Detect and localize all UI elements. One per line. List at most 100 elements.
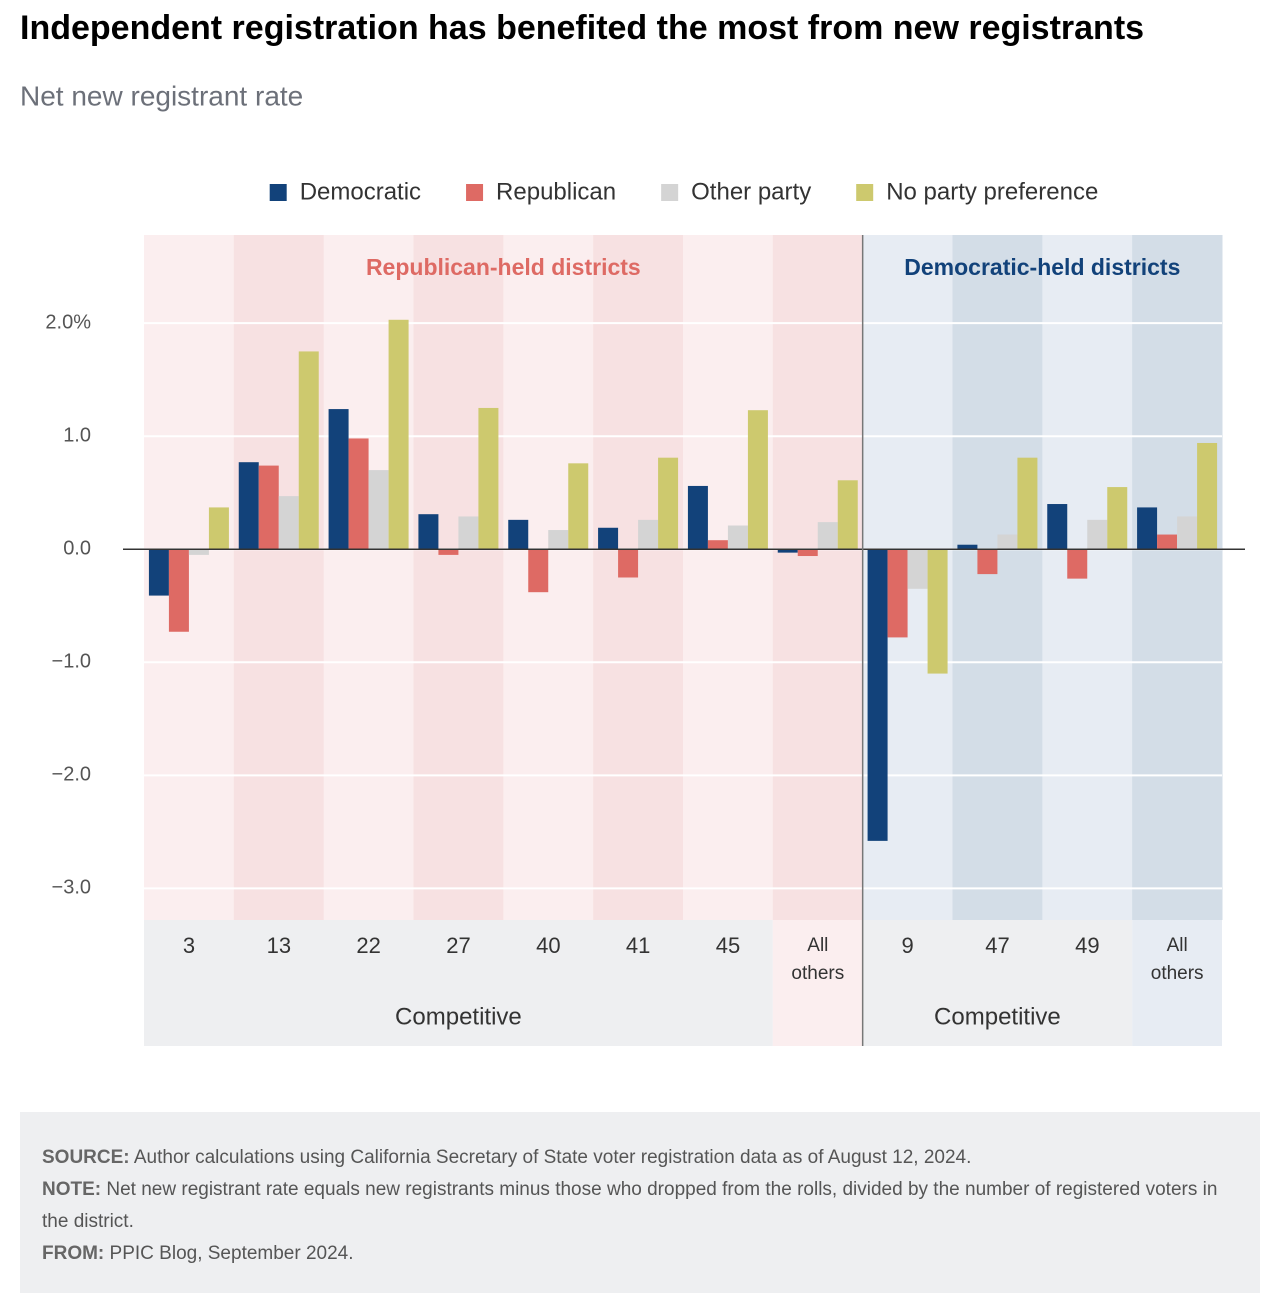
bar bbox=[957, 544, 978, 550]
bar bbox=[548, 530, 569, 550]
bar bbox=[747, 410, 768, 550]
bar bbox=[278, 496, 299, 550]
legend-label: No party preference bbox=[886, 178, 1098, 205]
bar bbox=[258, 465, 279, 550]
legend-swatch bbox=[466, 184, 484, 201]
bar bbox=[148, 549, 169, 596]
y-tick-label: 1.0 bbox=[63, 424, 91, 446]
chart-subtitle: Net new registrant rate bbox=[20, 80, 303, 111]
chart-title: Independent registration has benefited t… bbox=[20, 9, 1144, 47]
note-label: SOURCE: bbox=[42, 1147, 130, 1168]
bar bbox=[1017, 457, 1038, 550]
column-band bbox=[1042, 235, 1133, 920]
column-band bbox=[503, 235, 594, 920]
label-area bbox=[862, 920, 1133, 1046]
bar bbox=[528, 549, 549, 593]
column-band bbox=[952, 235, 1043, 920]
bar bbox=[328, 409, 349, 550]
bar bbox=[1087, 519, 1108, 550]
bar bbox=[1067, 549, 1088, 579]
x-tick-label: 9 bbox=[901, 933, 914, 958]
bar bbox=[188, 549, 209, 555]
group-label: Competitive bbox=[934, 1003, 1061, 1030]
note: FROM: PPIC Blog, September 2024. bbox=[42, 1238, 1238, 1270]
bar bbox=[977, 549, 998, 575]
bar bbox=[598, 527, 619, 550]
notes: SOURCE: Author calculations using Califo… bbox=[20, 1112, 1260, 1293]
bar bbox=[508, 519, 529, 550]
bar bbox=[867, 549, 888, 841]
column-band bbox=[772, 235, 864, 920]
legend-label: Republican bbox=[496, 178, 616, 205]
bar bbox=[618, 549, 639, 578]
note: SOURCE: Author calculations using Califo… bbox=[42, 1142, 1238, 1174]
bar bbox=[348, 438, 369, 550]
y-tick-label: 2.0% bbox=[45, 311, 91, 333]
group-label: Competitive bbox=[395, 1003, 522, 1030]
x-tick-label: All others bbox=[1150, 935, 1204, 984]
note-text: Author calculations using California Sec… bbox=[133, 1147, 972, 1168]
bar bbox=[687, 485, 708, 550]
y-tick-label: −3.0 bbox=[52, 877, 91, 899]
legend-swatch bbox=[661, 184, 679, 201]
x-tick-label: 3 bbox=[182, 933, 196, 958]
y-tick-label: 0.0 bbox=[63, 538, 91, 560]
label-area bbox=[772, 920, 863, 1046]
label-area bbox=[1132, 920, 1222, 1046]
note-label: NOTE: bbox=[42, 1179, 102, 1200]
note-text: Net new registrant rate equals new regis… bbox=[42, 1179, 1218, 1232]
x-tick-label: 45 bbox=[715, 933, 741, 958]
bar bbox=[817, 522, 838, 550]
bar bbox=[208, 507, 229, 550]
bar bbox=[1137, 507, 1158, 550]
column-band bbox=[233, 235, 325, 920]
bar bbox=[1177, 516, 1198, 550]
x-tick-label: 13 bbox=[266, 933, 292, 958]
x-tick-label: 41 bbox=[625, 933, 651, 958]
bar bbox=[388, 319, 409, 550]
bar bbox=[797, 549, 818, 557]
bar bbox=[1197, 442, 1218, 550]
bar bbox=[907, 549, 928, 589]
panel-title: Republican-held districts bbox=[366, 254, 641, 280]
bar bbox=[638, 519, 659, 550]
legend-swatch bbox=[856, 184, 874, 201]
bar bbox=[1047, 504, 1068, 550]
y-tick-label: −2.0 bbox=[52, 764, 91, 786]
x-tick-label: 49 bbox=[1075, 933, 1100, 958]
bar bbox=[458, 516, 479, 550]
column-band bbox=[1132, 235, 1223, 920]
column-band bbox=[683, 235, 774, 920]
legend-swatch bbox=[269, 184, 287, 201]
bar bbox=[418, 514, 439, 550]
bar bbox=[658, 457, 679, 550]
bar bbox=[997, 534, 1018, 550]
bar bbox=[568, 463, 589, 550]
x-tick-label: 22 bbox=[356, 933, 381, 958]
panel-title: Democratic-held districts bbox=[904, 254, 1180, 280]
bar bbox=[438, 549, 459, 555]
note-label: FROM: bbox=[42, 1243, 105, 1264]
x-tick-label: 27 bbox=[446, 933, 471, 958]
column-band bbox=[413, 235, 504, 920]
bar bbox=[707, 540, 728, 550]
bar bbox=[368, 470, 389, 550]
bar bbox=[837, 480, 858, 550]
bar bbox=[1157, 534, 1178, 550]
x-tick-label: 40 bbox=[536, 933, 561, 958]
bar bbox=[927, 549, 948, 674]
column-band bbox=[593, 235, 684, 920]
bar bbox=[887, 549, 908, 638]
bar bbox=[298, 351, 319, 550]
legend-label: Democratic bbox=[300, 178, 421, 205]
y-tick-label: −1.0 bbox=[52, 651, 91, 673]
bar bbox=[168, 549, 189, 632]
note: NOTE: Net new registrant rate equals new… bbox=[42, 1174, 1238, 1238]
x-tick-label: All others bbox=[791, 935, 845, 984]
bar bbox=[727, 525, 748, 550]
bar bbox=[1107, 487, 1128, 550]
label-area bbox=[144, 920, 773, 1046]
bar bbox=[238, 462, 259, 550]
